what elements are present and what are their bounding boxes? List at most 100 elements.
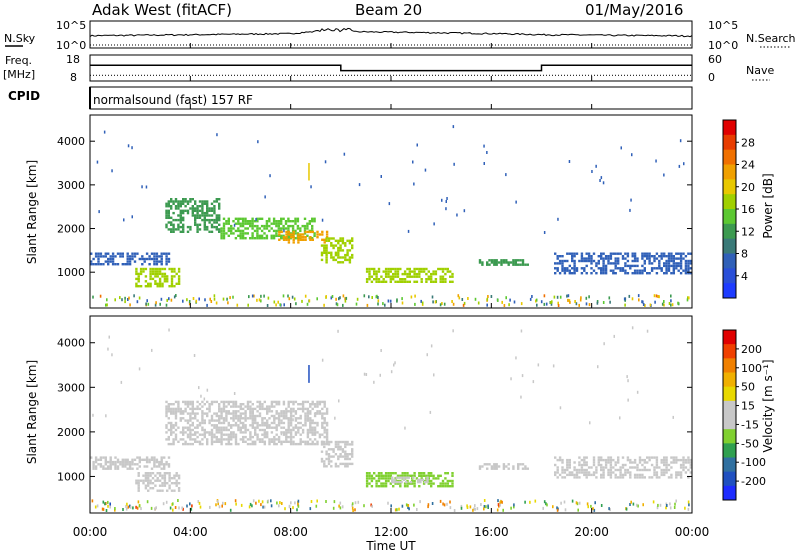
data-cell	[170, 421, 173, 425]
n-search-dot	[588, 44, 589, 46]
ground-scatter-cell	[114, 508, 116, 512]
data-cell	[514, 259, 517, 262]
n-search-dot	[483, 44, 484, 46]
data-cell	[210, 230, 214, 233]
ground-scatter-cell	[477, 301, 480, 305]
data-cell	[168, 479, 171, 482]
data-cell	[346, 258, 349, 262]
data-cell	[168, 487, 171, 490]
n-search-dot	[261, 44, 262, 46]
data-cell	[502, 467, 506, 470]
data-cell	[301, 403, 305, 406]
data-cell	[289, 414, 293, 418]
data-cell	[203, 433, 206, 436]
data-cell	[406, 472, 409, 475]
data-cell	[490, 259, 494, 262]
data-cell	[488, 259, 491, 262]
n-search-dot	[144, 44, 145, 46]
data-cell	[384, 482, 388, 485]
ground-scatter-cell	[543, 302, 546, 306]
data-cell	[493, 261, 496, 264]
data-cell	[389, 275, 392, 278]
data-cell	[339, 445, 342, 449]
data-cell	[512, 467, 515, 470]
data-cell	[203, 412, 206, 415]
n-search-dot	[366, 44, 367, 46]
data-cell	[232, 419, 235, 422]
data-cell	[309, 424, 312, 427]
n-search-dot	[168, 44, 169, 46]
x-tick-label: 04:00	[173, 525, 208, 539]
data-cell	[332, 256, 335, 259]
ground-scatter-cell	[520, 302, 523, 306]
data-cell	[318, 400, 322, 404]
data-cell	[182, 412, 185, 415]
data-cell	[633, 269, 637, 272]
data-cell	[604, 463, 608, 467]
data-cell	[624, 471, 627, 474]
data-cell	[144, 487, 148, 490]
data-cell	[266, 407, 269, 411]
data-cell	[313, 403, 317, 406]
n-search-dot	[360, 44, 361, 46]
data-cell	[153, 460, 156, 464]
data-cell	[156, 285, 159, 288]
data-cell	[325, 428, 329, 432]
data-cell	[302, 238, 305, 241]
nave-dot	[186, 74, 187, 76]
data-cell	[225, 438, 228, 441]
data-cell	[316, 236, 319, 239]
data-cell	[337, 249, 340, 252]
ground-scatter-cell	[540, 300, 543, 304]
data-cell	[210, 202, 214, 205]
ground-scatter-cell	[186, 504, 188, 508]
data-cell	[242, 407, 245, 411]
data-cell	[441, 482, 445, 485]
n-search-dot	[102, 44, 103, 46]
data-cell	[237, 442, 240, 446]
nave-tick-top: 60	[708, 53, 722, 66]
data-cell	[172, 412, 175, 415]
sparse-cell	[407, 229, 410, 233]
data-cell	[667, 468, 671, 472]
data-cell	[351, 440, 354, 444]
data-cell	[380, 275, 383, 278]
data-cell	[675, 262, 678, 265]
ground-scatter-cell	[342, 294, 345, 298]
data-cell	[256, 217, 259, 220]
ground-scatter-cell	[665, 506, 667, 510]
data-cell	[320, 450, 324, 453]
data-cell	[660, 255, 663, 258]
data-cell	[617, 458, 620, 462]
data-cell	[251, 222, 254, 225]
data-cell	[600, 476, 603, 479]
data-cell	[242, 435, 245, 439]
data-cell	[225, 428, 228, 432]
data-cell	[609, 262, 613, 265]
data-cell	[174, 428, 178, 432]
data-cell	[614, 267, 617, 270]
nave-dot	[327, 74, 328, 76]
sparse-cell	[537, 363, 540, 367]
data-cell	[320, 443, 324, 446]
data-cell	[658, 466, 661, 469]
n-search-dot	[657, 44, 658, 46]
data-cell	[583, 269, 586, 272]
data-cell	[306, 230, 310, 234]
data-cell	[643, 468, 646, 472]
data-cell	[227, 438, 230, 441]
data-cell	[184, 442, 187, 446]
nave-dot	[240, 74, 241, 76]
data-cell	[128, 257, 132, 261]
data-cell	[222, 217, 226, 220]
data-cell	[524, 467, 527, 470]
data-cell	[92, 463, 95, 466]
data-cell	[234, 403, 238, 406]
data-cell	[344, 445, 347, 449]
data-cell	[587, 471, 591, 474]
ground-scatter-cell	[308, 299, 311, 303]
data-cell	[629, 471, 632, 474]
nave-dot	[216, 74, 217, 76]
data-cell	[631, 252, 634, 255]
